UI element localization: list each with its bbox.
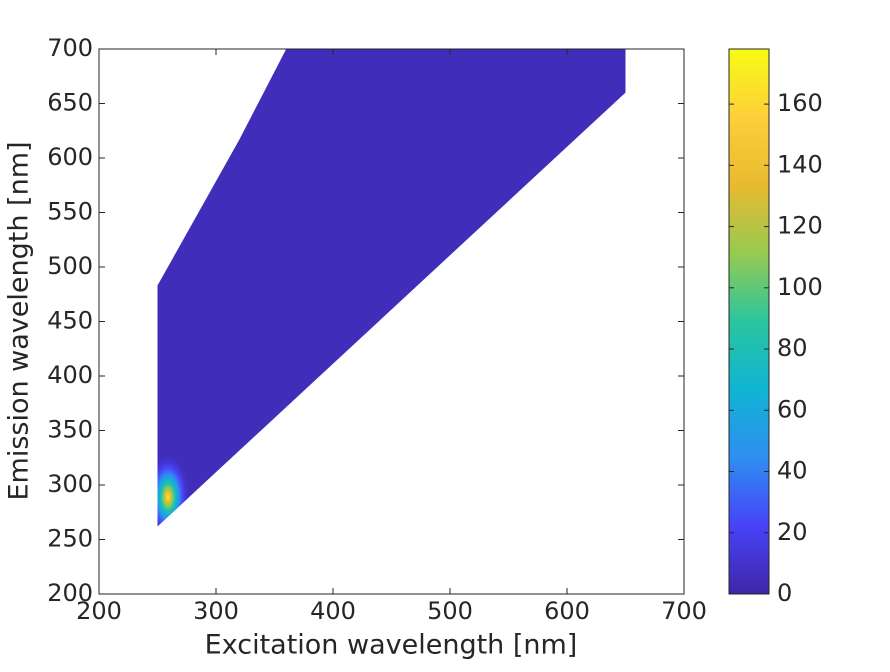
y-tick-label: 250 [47, 525, 93, 553]
y-tick-label: 650 [47, 89, 93, 117]
x-axis-label: Excitation wavelength [nm] [205, 630, 578, 661]
y-tick-label: 200 [47, 579, 93, 607]
y-tick-label: 350 [47, 416, 93, 444]
colorbar-tick-label: 60 [777, 395, 808, 423]
filled-region [157, 49, 626, 527]
x-tick-label: 500 [427, 597, 473, 625]
colorbar-tick-label: 80 [777, 334, 808, 362]
y-tick-label: 500 [47, 252, 93, 280]
x-tick-label: 300 [193, 597, 239, 625]
y-tick-label: 600 [47, 143, 93, 171]
colorbar [728, 48, 770, 595]
colorbar-tick-label: 100 [777, 273, 823, 301]
colorbar-tick-label: 40 [777, 457, 808, 485]
peak [157, 452, 191, 527]
colorbar-tick-label: 160 [777, 89, 823, 117]
colorbar-tick-label: 0 [777, 579, 792, 607]
y-tick-label: 300 [47, 470, 93, 498]
y-tick-label: 400 [47, 361, 93, 389]
x-tick-label: 200 [76, 597, 122, 625]
y-tick-label: 450 [47, 307, 93, 335]
colorbar-tick-label: 140 [777, 150, 823, 178]
x-tick-label: 400 [310, 597, 356, 625]
colorbar-tick-label: 120 [777, 212, 823, 240]
x-tick-label: 700 [661, 597, 707, 625]
x-tick-label: 600 [544, 597, 590, 625]
colorbar-tick-label: 20 [777, 518, 808, 546]
y-tick-label: 550 [47, 198, 93, 226]
y-tick-label: 700 [47, 34, 93, 62]
y-axis-label: Emission wavelength [nm] [4, 141, 35, 500]
